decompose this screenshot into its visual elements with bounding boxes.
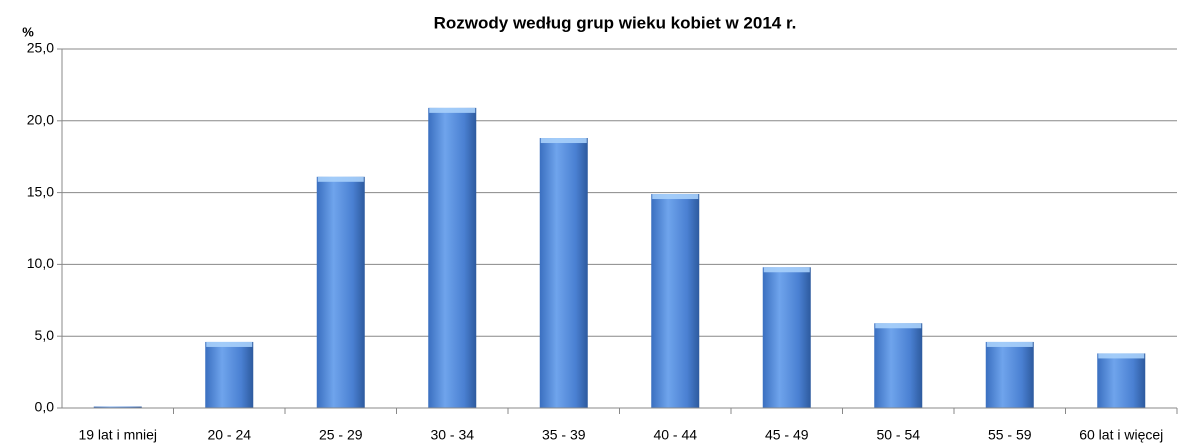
chart-title: Rozwody według grup wieku kobiet w 2014 … xyxy=(434,13,797,32)
bar xyxy=(985,341,1034,408)
bar-cap xyxy=(875,323,922,329)
x-tick-label: 50 - 54 xyxy=(876,427,920,443)
bar-cap xyxy=(429,107,476,113)
bar xyxy=(316,176,365,408)
x-tick-label: 60 lat i więcej xyxy=(1079,427,1163,443)
x-tick-label: 20 - 24 xyxy=(207,427,251,443)
bar-cap xyxy=(206,341,253,347)
x-tick-label: 55 - 59 xyxy=(988,427,1032,443)
bar xyxy=(93,406,142,408)
bar xyxy=(762,267,811,408)
y-tick-label: 15,0 xyxy=(27,183,54,199)
bar xyxy=(539,138,588,409)
bar-cap xyxy=(317,176,364,182)
x-tick-label: 40 - 44 xyxy=(653,427,697,443)
y-axis-label: % xyxy=(22,24,34,39)
bar-cap xyxy=(1098,353,1145,359)
x-tick-label: 25 - 29 xyxy=(319,427,363,443)
y-tick-label: 5,0 xyxy=(35,327,55,343)
bar-cap xyxy=(652,194,699,200)
y-tick-label: 0,0 xyxy=(35,399,55,415)
bar xyxy=(205,341,254,408)
bar xyxy=(874,323,923,408)
x-tick-label: 35 - 39 xyxy=(542,427,586,443)
bar xyxy=(651,194,700,408)
bar xyxy=(428,107,477,408)
x-tick-label: 45 - 49 xyxy=(765,427,809,443)
y-tick-label: 20,0 xyxy=(27,112,54,128)
bar-cap xyxy=(540,138,587,144)
bar xyxy=(1097,353,1146,408)
y-tick-label: 10,0 xyxy=(27,255,54,271)
bar-cap xyxy=(763,267,810,273)
bar-cap xyxy=(986,341,1033,347)
y-tick-label: 25,0 xyxy=(27,40,54,56)
x-tick-label: 19 lat i mniej xyxy=(78,427,157,443)
x-tick-label: 30 - 34 xyxy=(430,427,474,443)
